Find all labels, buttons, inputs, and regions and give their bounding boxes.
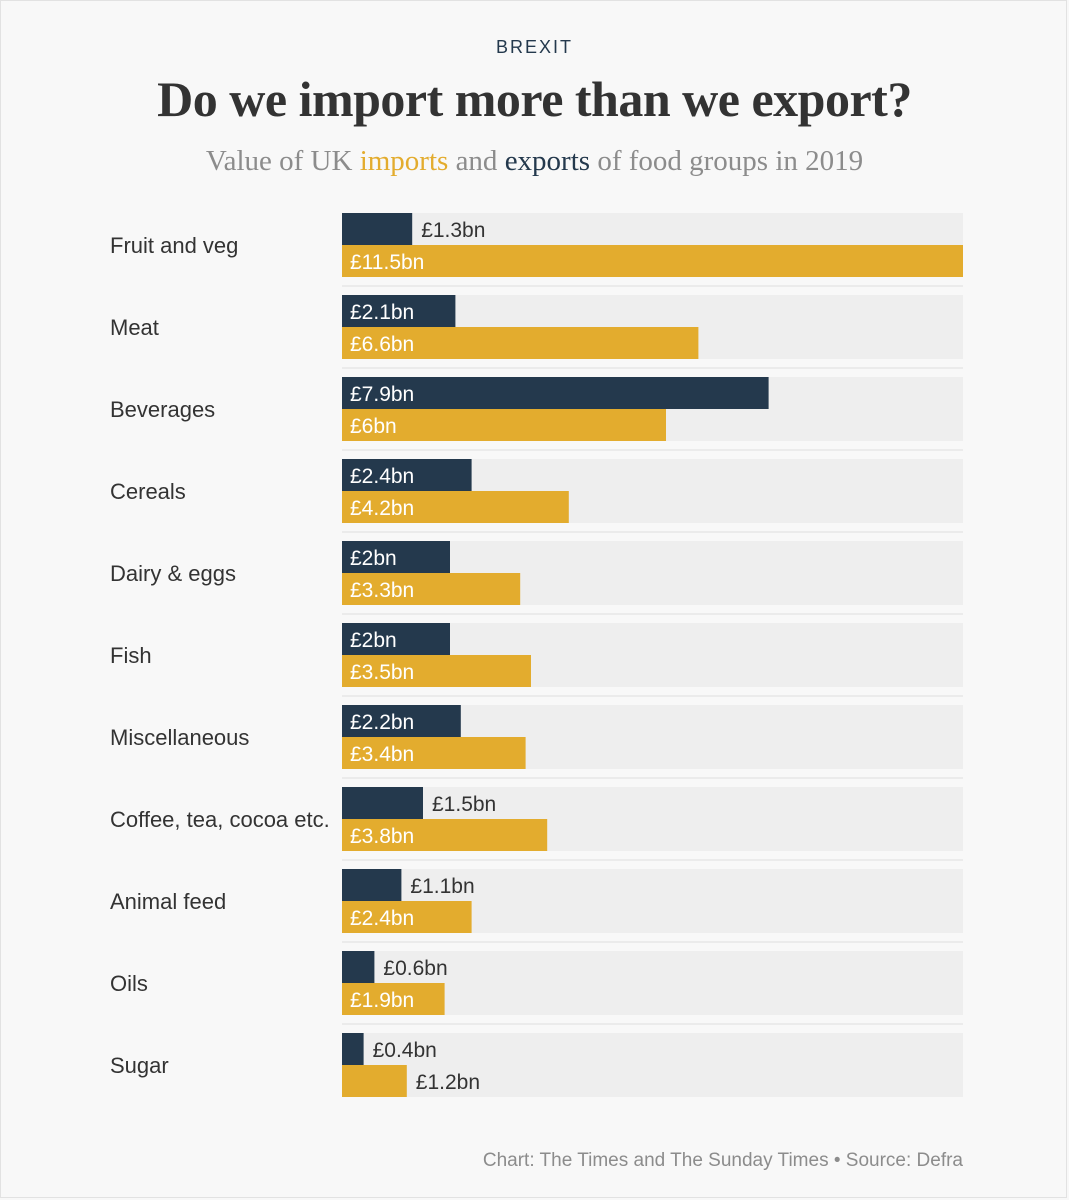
category-label: Fish xyxy=(110,643,152,668)
row-background xyxy=(342,1033,963,1097)
import-bar xyxy=(342,1065,407,1097)
export-value-label: £1.1bn xyxy=(410,875,474,898)
export-value-label: £2bn xyxy=(350,629,397,652)
import-value-label: £11.5bn xyxy=(350,251,424,274)
subtitle-post: of food groups in 2019 xyxy=(590,145,864,177)
export-bar xyxy=(342,541,450,573)
subtitle-mid: and xyxy=(448,145,505,177)
category-label: Dairy & eggs xyxy=(110,561,236,586)
export-value-label: £2.4bn xyxy=(350,465,414,488)
import-value-label: £3.8bn xyxy=(350,825,414,848)
import-bar xyxy=(342,245,963,277)
import-value-label: £2.4bn xyxy=(350,907,414,930)
export-value-label: £2.2bn xyxy=(350,711,414,734)
category-label: Cereals xyxy=(110,479,186,504)
import-bar xyxy=(342,901,472,933)
export-value-label: £0.4bn xyxy=(373,1039,437,1062)
subtitle-pre: Value of UK xyxy=(205,145,360,177)
import-value-label: £6.6bn xyxy=(350,333,414,356)
import-value-label: £1.2bn xyxy=(416,1071,480,1094)
export-bar xyxy=(342,869,402,901)
import-value-label: £3.4bn xyxy=(350,743,414,766)
import-bar xyxy=(342,983,445,1015)
category-label: Miscellaneous xyxy=(110,725,249,750)
import-value-label: £4.2bn xyxy=(350,497,414,520)
source-note: Chart: The Times and The Sunday Times • … xyxy=(482,1150,963,1171)
import-bar xyxy=(342,573,521,605)
export-value-label: £0.6bn xyxy=(383,957,447,980)
category-label: Oils xyxy=(110,971,148,996)
import-value-label: £3.3bn xyxy=(350,579,414,602)
export-value-label: £1.3bn xyxy=(421,219,485,242)
import-bar xyxy=(342,327,699,359)
category-label: Fruit and veg xyxy=(110,233,238,258)
chart-title: Do we import more than we export? xyxy=(157,71,912,127)
export-bar xyxy=(342,705,461,737)
import-value-label: £6bn xyxy=(350,415,397,438)
export-bar xyxy=(342,1033,364,1065)
bar-chart: Fruit and veg £1.3bn £11.5bn Meat £2.1bn £6.6… xyxy=(110,213,963,1097)
kicker: BREXIT xyxy=(495,37,573,57)
category-label: Beverages xyxy=(110,397,215,422)
import-bar xyxy=(342,819,548,851)
export-bar xyxy=(342,377,769,409)
category-label: Animal feed xyxy=(110,889,226,914)
category-label: Coffee, tea, cocoa etc. xyxy=(110,807,330,832)
export-value-label: £2.1bn xyxy=(350,301,414,324)
export-bar xyxy=(342,951,375,983)
category-label: Meat xyxy=(110,315,159,340)
import-bar xyxy=(342,655,531,687)
chart-subtitle: Value of UK imports and exports of food … xyxy=(0,145,1069,178)
export-bar xyxy=(342,295,456,327)
export-bar xyxy=(342,459,472,491)
import-bar xyxy=(342,491,569,523)
export-value-label: £7.9bn xyxy=(350,383,414,406)
import-bar xyxy=(342,737,526,769)
import-bar xyxy=(342,409,666,441)
import-value-label: £1.9bn xyxy=(350,989,414,1012)
subtitle-exports: exports xyxy=(504,145,591,177)
row-background xyxy=(342,951,963,1015)
export-value-label: £2bn xyxy=(350,547,397,570)
category-label: Sugar xyxy=(110,1053,169,1078)
import-value-label: £3.5bn xyxy=(350,661,414,684)
subtitle-imports: imports xyxy=(359,145,449,177)
export-bar xyxy=(342,623,450,655)
export-bar xyxy=(342,213,413,245)
export-bar xyxy=(342,787,423,819)
export-value-label: £1.5bn xyxy=(432,793,496,816)
